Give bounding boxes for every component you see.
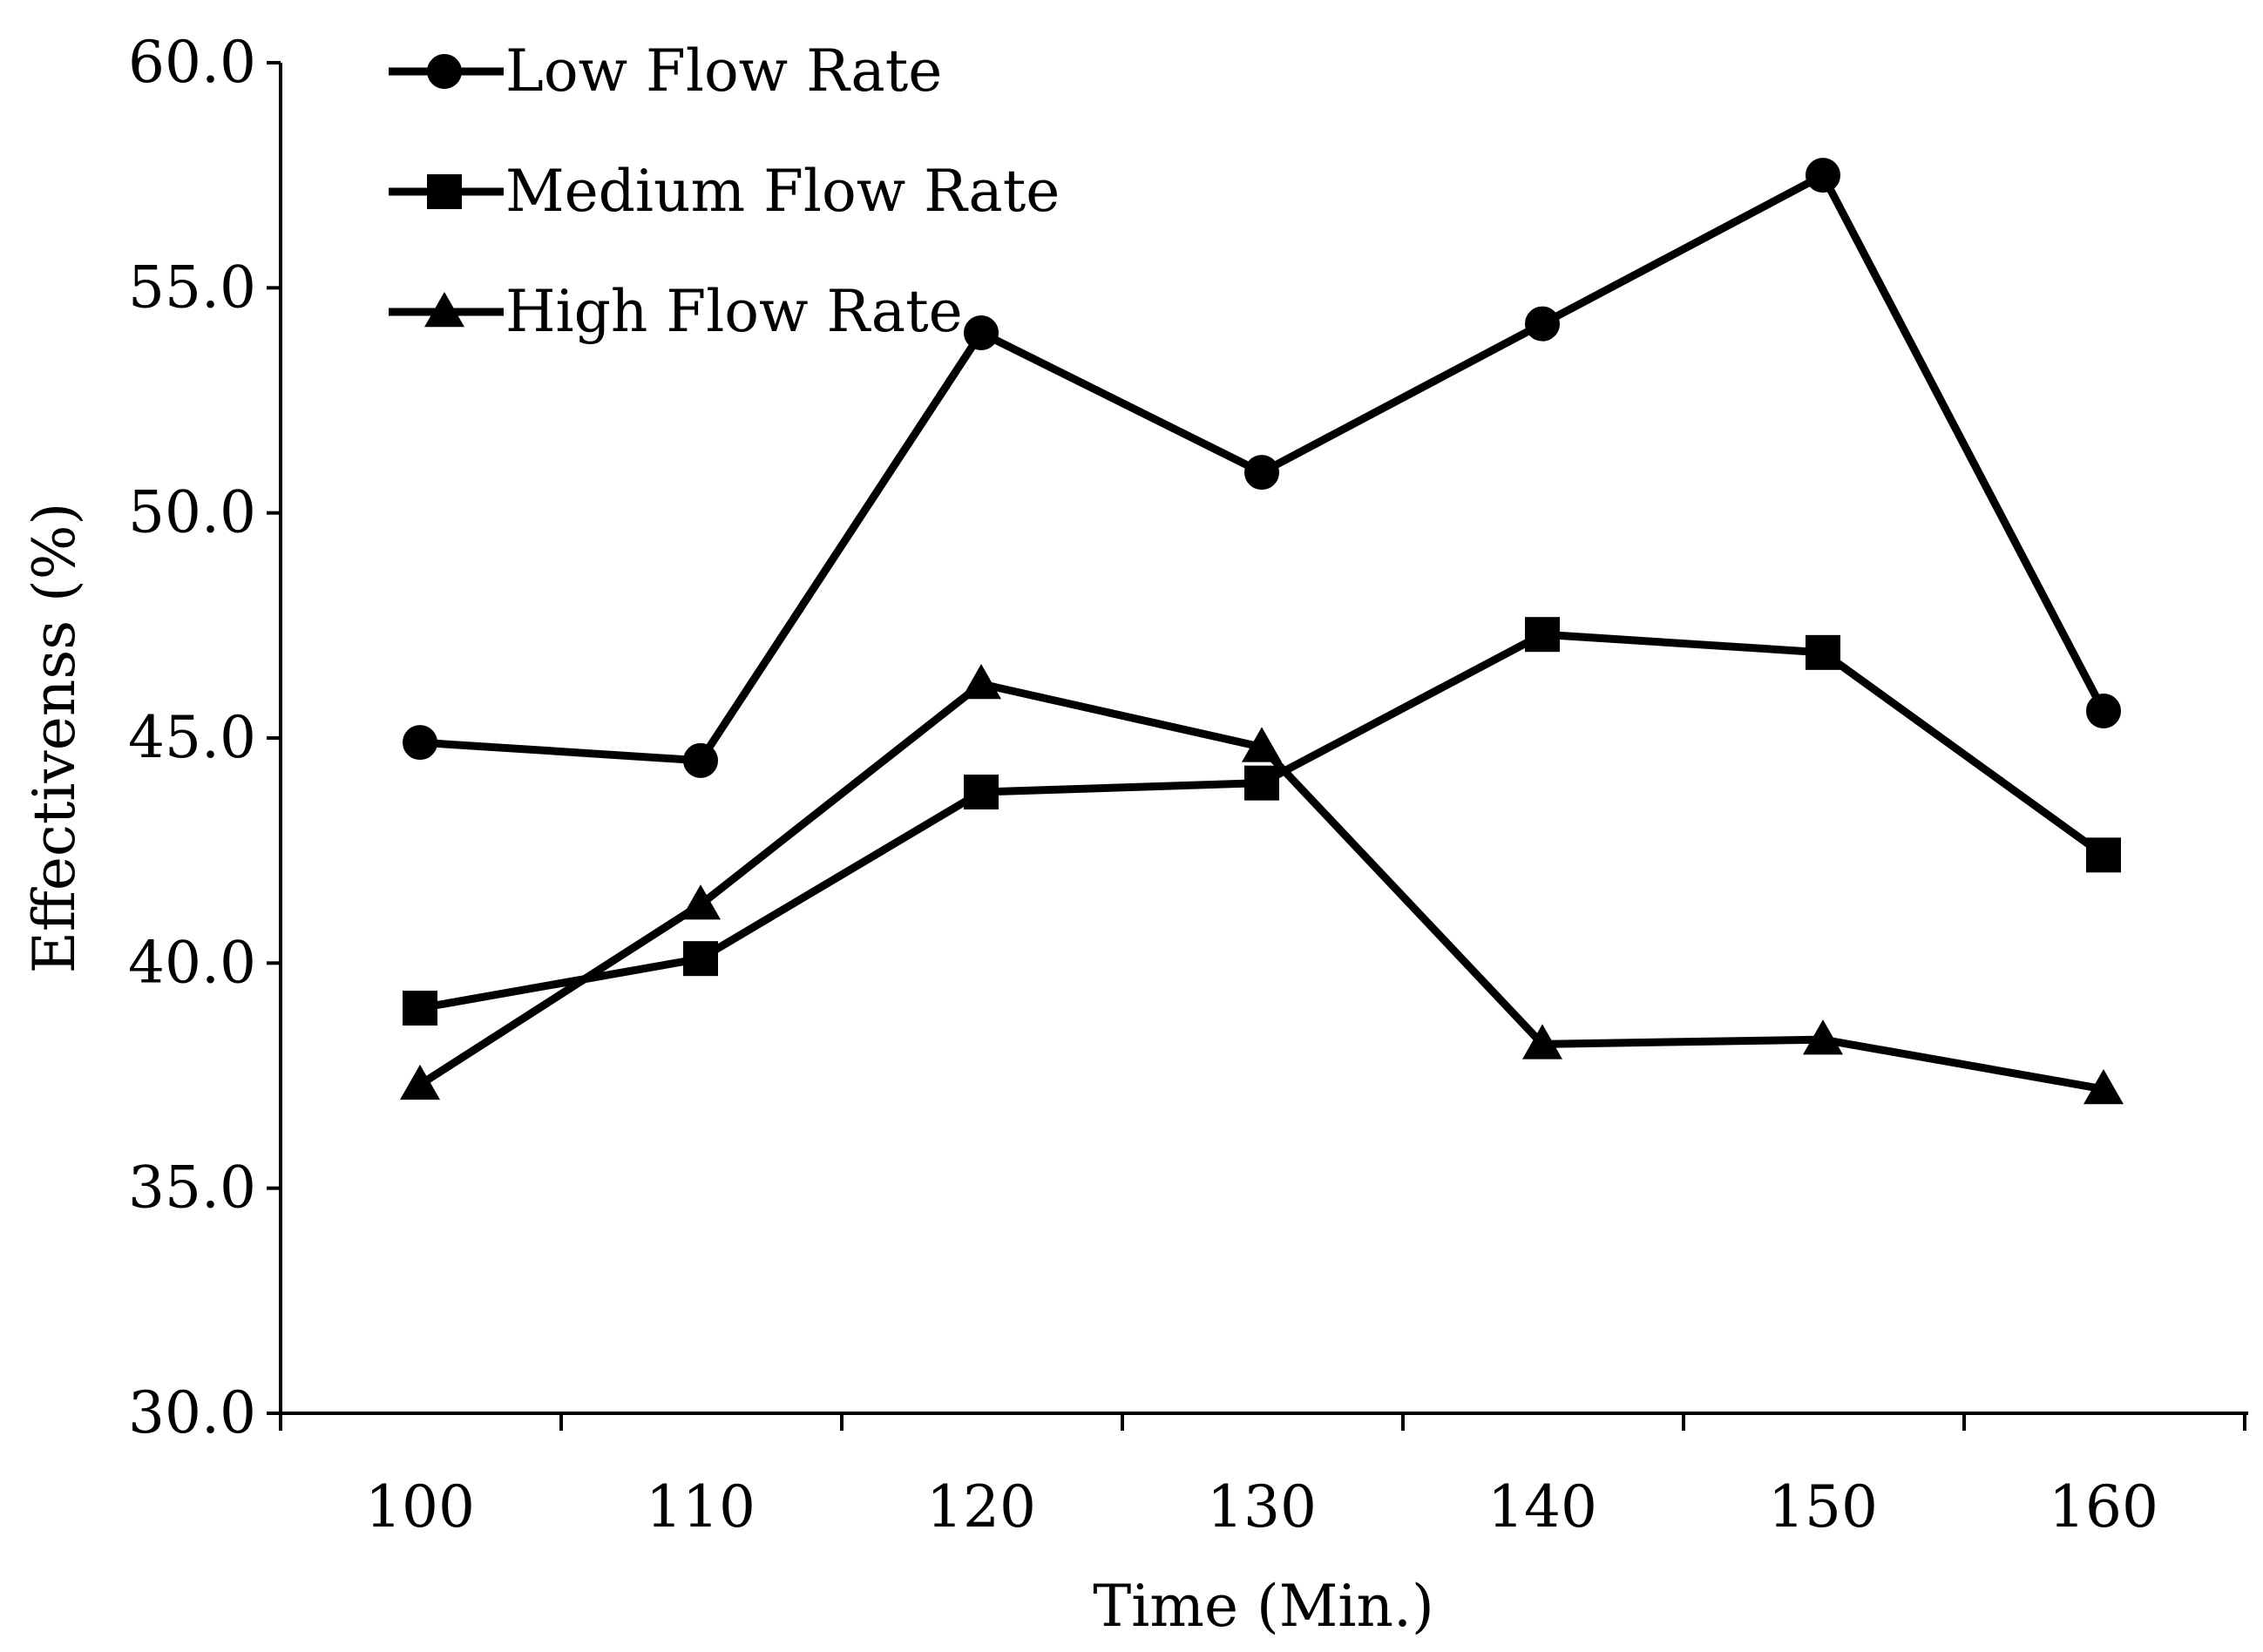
y-tick-label: 40.0: [128, 929, 256, 996]
legend-label: High Flow Rate: [505, 278, 963, 345]
data-point-low-flow-rate: [1244, 455, 1279, 491]
series-layer: [400, 158, 2124, 1105]
data-point-low-flow-rate: [1806, 158, 1840, 193]
y-tick-label: 60.0: [128, 29, 256, 96]
x-axis-title: Time (Min.): [1093, 1573, 1433, 1640]
data-point-medium-flow-rate: [403, 991, 437, 1026]
x-tick-label: 100: [365, 1473, 475, 1540]
data-point-low-flow-rate: [2086, 694, 2121, 728]
x-tick-label: 110: [646, 1473, 755, 1540]
data-point-medium-flow-rate: [683, 941, 718, 977]
x-ticks: 100 110 120 130 140 150 160: [279, 1413, 2246, 1540]
y-tick-label: 50.0: [128, 479, 256, 546]
data-point-medium-flow-rate: [1244, 765, 1279, 801]
series-line-medium-flow-rate: [419, 630, 2106, 1012]
axes: 30.0 35.0 40.0 45.0 50.0 55.0 60.0 100 110 120 13…: [128, 29, 2248, 1540]
y-ticks: 30.0 35.0 40.0 45.0 50.0 55.0 60.0: [128, 29, 281, 1446]
legend-label: Low Flow Rate: [505, 37, 942, 105]
x-tick-label: 160: [2049, 1473, 2158, 1540]
data-point-high-flow-rate: [1803, 1019, 1843, 1055]
y-tick-label: 45.0: [128, 704, 256, 771]
data-point-low-flow-rate: [964, 315, 999, 350]
data-point-high-flow-rate: [1242, 727, 1282, 762]
data-point-high-flow-rate: [681, 884, 721, 920]
x-tick-label: 150: [1768, 1473, 1878, 1540]
data-point-high-flow-rate: [2083, 1069, 2124, 1105]
data-point-low-flow-rate: [403, 725, 437, 761]
legend-marker-low-flow-rate: [427, 54, 462, 89]
series-high-flow-rate: [400, 664, 2124, 1105]
legend-label: Medium Flow Rate: [505, 158, 1060, 225]
data-point-medium-flow-rate: [2086, 837, 2121, 873]
y-tick-label: 30.0: [128, 1379, 256, 1446]
x-tick-label: 120: [926, 1473, 1036, 1540]
y-tick-label: 35.0: [128, 1154, 256, 1222]
legend-entry-medium-flow-rate: Medium Flow Rate: [389, 158, 1060, 225]
series-medium-flow-rate: [403, 617, 2121, 1026]
series-low-flow-rate: [403, 158, 2121, 778]
data-point-medium-flow-rate: [1806, 634, 1840, 670]
x-tick-label: 130: [1207, 1473, 1317, 1540]
data-point-high-flow-rate: [1522, 1024, 1562, 1060]
y-tick-label: 55.0: [128, 254, 256, 321]
data-point-medium-flow-rate: [1525, 617, 1560, 653]
x-tick-label: 140: [1487, 1473, 1597, 1540]
data-point-high-flow-rate: [961, 664, 1001, 700]
y-axis-title: Effectivenss (%): [21, 503, 88, 974]
data-point-high-flow-rate: [400, 1064, 440, 1100]
legend-entry-low-flow-rate: Low Flow Rate: [389, 37, 942, 105]
legend-marker-medium-flow-rate: [427, 174, 462, 209]
data-point-low-flow-rate: [1525, 306, 1560, 342]
legend-marker-high-flow-rate: [424, 292, 464, 328]
data-point-medium-flow-rate: [964, 775, 999, 809]
legend: Low Flow Rate Medium Flow Rate High Flow R…: [389, 37, 1060, 345]
legend-entry-high-flow-rate: High Flow Rate: [389, 278, 963, 345]
data-point-low-flow-rate: [683, 742, 718, 778]
